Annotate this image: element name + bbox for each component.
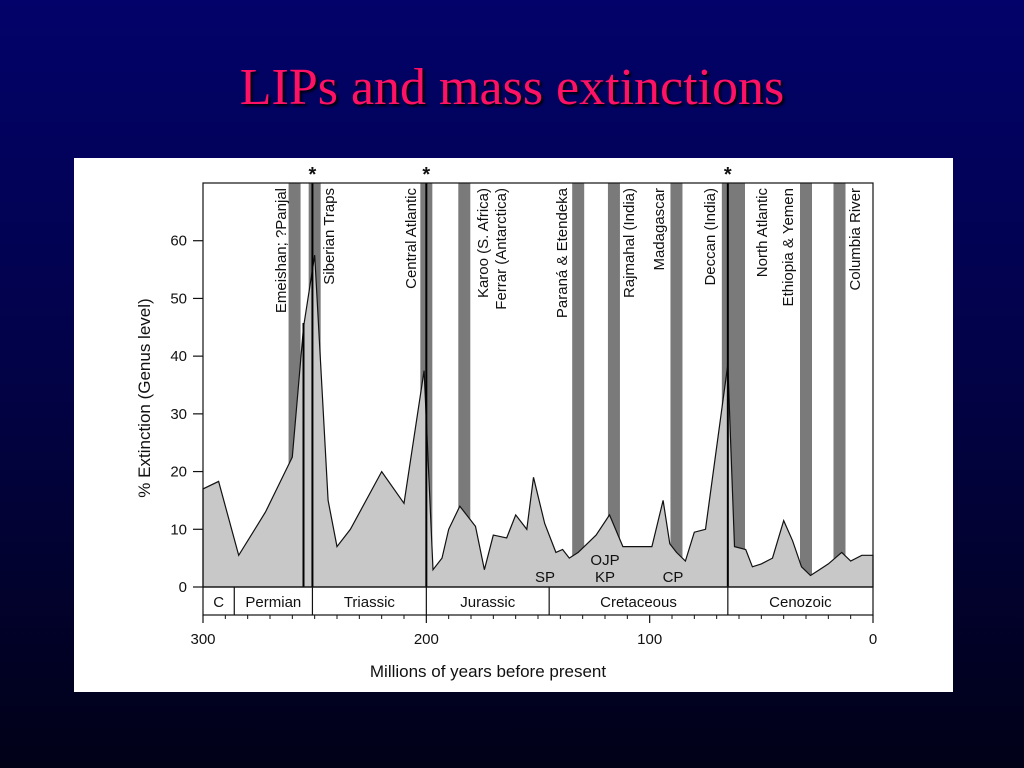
x-tick-label: 0 <box>869 631 877 648</box>
lip-label: Emeishan; ?Panjal <box>273 188 290 313</box>
lip-band <box>833 183 846 587</box>
lip-label: Madagascar <box>651 188 668 271</box>
x-tick-label: 300 <box>190 631 215 648</box>
y-axis-label: % Extinction (Genus level) <box>135 298 154 497</box>
mass-extinction-marker: * <box>422 164 430 186</box>
lip-band <box>670 183 683 587</box>
lip-label: Central Atlantic <box>403 188 420 289</box>
lip-label: Rajmahal (India) <box>621 188 638 298</box>
era-strip: C Permian Triassic Jurassic Cretaceous Cenozo… <box>203 586 873 615</box>
lip-label: North Atlantic <box>754 188 771 278</box>
x-tick-label: 200 <box>414 631 439 648</box>
x-tick-label: 100 <box>637 631 662 648</box>
lip-label: Ferrar (Antarctica) <box>493 188 510 310</box>
mass-extinction-lines: * * * <box>302 164 732 587</box>
y-tick-label: 60 <box>170 233 187 250</box>
y-tick-label: 10 <box>170 521 187 538</box>
era-label: Jurassic <box>460 594 516 611</box>
annotation-label: OJP <box>590 552 619 569</box>
x-axis-label: Millions of years before present <box>370 662 607 681</box>
era-label: C <box>213 594 224 611</box>
annotation-label: SP <box>535 569 555 586</box>
era-label: Permian <box>245 594 301 611</box>
extinction-area <box>202 255 874 588</box>
y-axis: 0 10 20 30 40 50 60 <box>170 233 203 596</box>
lip-band <box>607 183 620 587</box>
slide-title: LIPs and mass extinctions <box>239 59 785 116</box>
y-tick-label: 20 <box>170 464 187 481</box>
lip-band <box>572 183 585 587</box>
lip-label: Karoo (S. Africa) <box>475 188 492 298</box>
mass-extinction-marker: * <box>309 164 317 186</box>
lip-label: Siberian Traps <box>321 188 338 285</box>
y-tick-label: 40 <box>170 348 187 365</box>
lip-label: Paraná & Etendeka <box>554 187 571 318</box>
y-tick-label: 30 <box>170 406 187 423</box>
lip-label: Columbia River <box>847 188 864 291</box>
annotation-label: CP <box>663 569 684 586</box>
era-label: Cenozoic <box>769 594 832 611</box>
lip-labels: Emeishan; ?Panjal Siberian Traps Central A… <box>273 187 864 318</box>
lip-band <box>733 183 745 587</box>
lip-label: Ethiopia & Yemen <box>780 188 797 306</box>
era-label: Triassic <box>344 594 396 611</box>
figure-panel: * * * C Permian Triassic Jurassic Cretaceous Ce… <box>74 158 953 692</box>
y-tick-label: 50 <box>170 290 187 307</box>
annotation-label: KP <box>595 569 615 586</box>
y-tick-label: 0 <box>179 579 187 596</box>
extinction-chart: * * * C Permian Triassic Jurassic Cretaceous Ce… <box>135 164 877 681</box>
era-label: Cretaceous <box>600 594 677 611</box>
mass-extinction-marker: * <box>724 164 732 186</box>
lip-band <box>800 183 812 587</box>
lip-label: Deccan (India) <box>702 188 719 286</box>
lip-band <box>458 183 471 587</box>
x-axis: 300 200 100 0 <box>190 615 877 648</box>
